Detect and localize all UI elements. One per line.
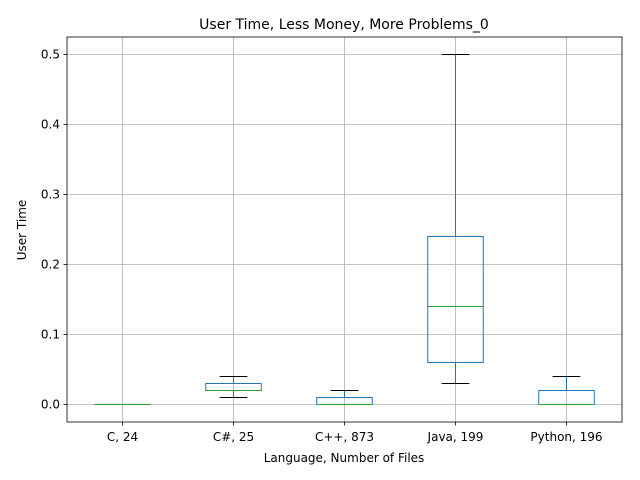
x-tick-label: C#, 25 bbox=[213, 430, 254, 444]
y-tick-label: 0.1 bbox=[41, 328, 60, 342]
chart-title: User Time, Less Money, More Problems_0 bbox=[199, 17, 489, 33]
box-plot-2 bbox=[205, 376, 262, 398]
y-tick-label: 0.0 bbox=[41, 398, 60, 412]
box-plots bbox=[94, 54, 595, 406]
x-tick-label: C++, 873 bbox=[315, 430, 374, 444]
x-tick-label: Python, 196 bbox=[530, 430, 602, 444]
box-plot-3 bbox=[316, 390, 373, 405]
x-tick-label: Java, 199 bbox=[427, 430, 484, 444]
x-axis-label: Language, Number of Files bbox=[264, 451, 425, 465]
y-tick-label: 0.4 bbox=[41, 118, 60, 132]
x-tick-label: C, 24 bbox=[107, 430, 138, 444]
iqr-box bbox=[427, 236, 484, 363]
box-plot-5 bbox=[538, 376, 595, 405]
y-tick-label: 0.2 bbox=[41, 258, 60, 272]
y-tick-label: 0.3 bbox=[41, 188, 60, 202]
grid bbox=[67, 37, 622, 422]
y-tick-label: 0.5 bbox=[41, 48, 60, 62]
x-axis-ticks: C, 24 C#, 25 C++, 873 Java, 199 Python, 196 bbox=[107, 422, 603, 444]
y-axis-ticks: 0.0 0.1 0.2 0.3 0.4 0.5 bbox=[41, 48, 67, 412]
y-axis-label: User Time bbox=[15, 200, 29, 261]
box-plot-4 bbox=[427, 54, 484, 384]
